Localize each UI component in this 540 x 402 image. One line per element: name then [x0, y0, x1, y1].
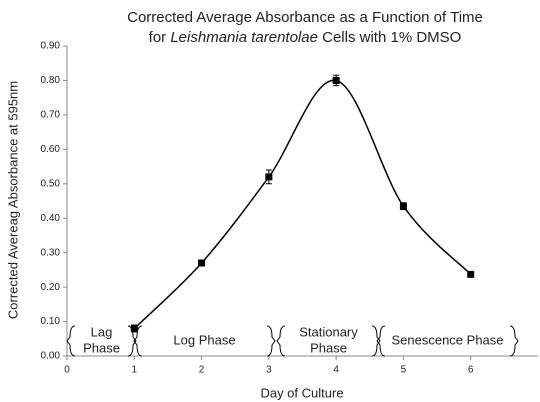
title-species: Leishmania tarentolae	[170, 29, 318, 46]
annotation: Lag	[91, 324, 113, 339]
bracket	[276, 325, 286, 357]
x-axis-title: Day of Culture	[260, 385, 343, 400]
x-tick-label: 3	[266, 365, 272, 376]
bracket	[66, 325, 76, 357]
y-tick-label: 0.80	[41, 75, 61, 86]
chart-title-line-2: for Leishmania tarentolae Cells with 1% …	[149, 29, 462, 46]
y-tick-label: 0.70	[41, 110, 61, 121]
bracket	[371, 325, 381, 357]
x-tick-label: 2	[199, 365, 205, 376]
y-tick-label: 0.40	[41, 213, 61, 224]
x-tick-label: 5	[401, 365, 407, 376]
marker	[130, 324, 138, 332]
bracket	[127, 325, 137, 357]
bracket	[266, 325, 276, 357]
annotation: Phase	[83, 340, 120, 355]
y-axis-title: Corrected Avereag Absorbance at 595nm	[5, 81, 20, 319]
annotation: Senescence Phase	[391, 332, 503, 347]
x-tick-label: 4	[333, 365, 339, 376]
x-tick-label: 6	[468, 365, 474, 376]
x-tick-label: 1	[132, 365, 138, 376]
y-tick-label: 0.10	[41, 316, 61, 327]
marker	[265, 173, 273, 181]
marker	[332, 76, 340, 84]
y-tick-label: 0.20	[41, 282, 61, 293]
bracket	[376, 325, 386, 357]
title-part: for	[149, 29, 171, 46]
title-part: Cells with 1% DMSO	[318, 29, 461, 46]
marker	[467, 270, 475, 278]
marker	[399, 202, 407, 210]
x-tick-label: 0	[64, 365, 70, 376]
y-tick-label: 0.30	[41, 247, 61, 258]
y-tick-label: 0.60	[41, 144, 61, 155]
curve	[133, 79, 472, 329]
annotation: Phase	[310, 340, 347, 355]
y-tick-label: 0.50	[41, 178, 61, 189]
y-tick-label: 0.90	[41, 41, 61, 52]
annotation: Log Phase	[173, 332, 235, 347]
chart-title-line-1: Corrected Average Absorbance as a Functi…	[127, 9, 483, 26]
annotation: Stationary	[299, 324, 358, 339]
marker	[198, 259, 206, 267]
y-tick-label: 0.00	[41, 351, 61, 362]
bracket	[509, 325, 519, 357]
bracket	[133, 325, 143, 357]
